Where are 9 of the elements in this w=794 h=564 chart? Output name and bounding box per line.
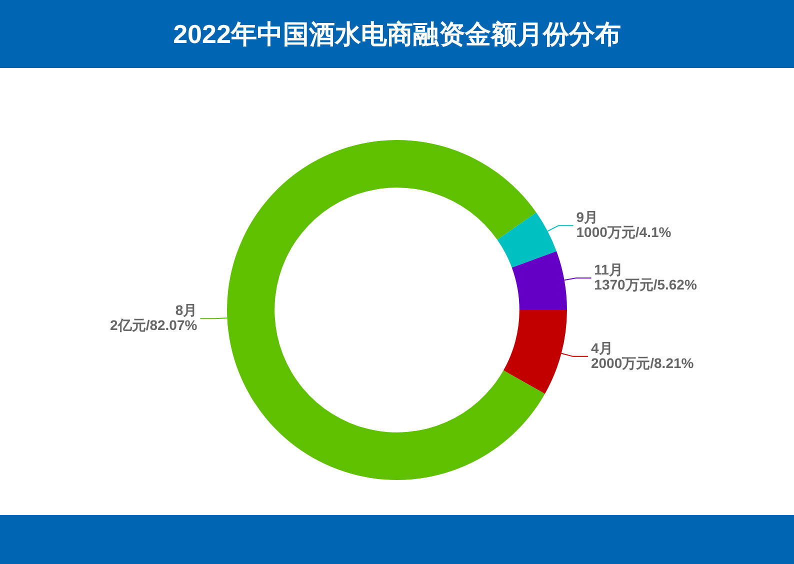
slice-label: 8月 — [175, 302, 198, 318]
data-label: 1370万元/5.62% — [594, 276, 698, 292]
data-label: 2亿元/82.07% — [110, 316, 198, 333]
slice-label: 9月 — [576, 209, 598, 226]
slice-label: 11月 — [594, 261, 623, 278]
data-label: 2000万元/8.21% — [590, 354, 694, 371]
slice-label: 4月 — [590, 340, 613, 356]
data-label: 1000万元/4.1% — [576, 224, 672, 240]
chart-title: 2022年中国酒水电商融资金额月份分布 — [173, 18, 621, 50]
